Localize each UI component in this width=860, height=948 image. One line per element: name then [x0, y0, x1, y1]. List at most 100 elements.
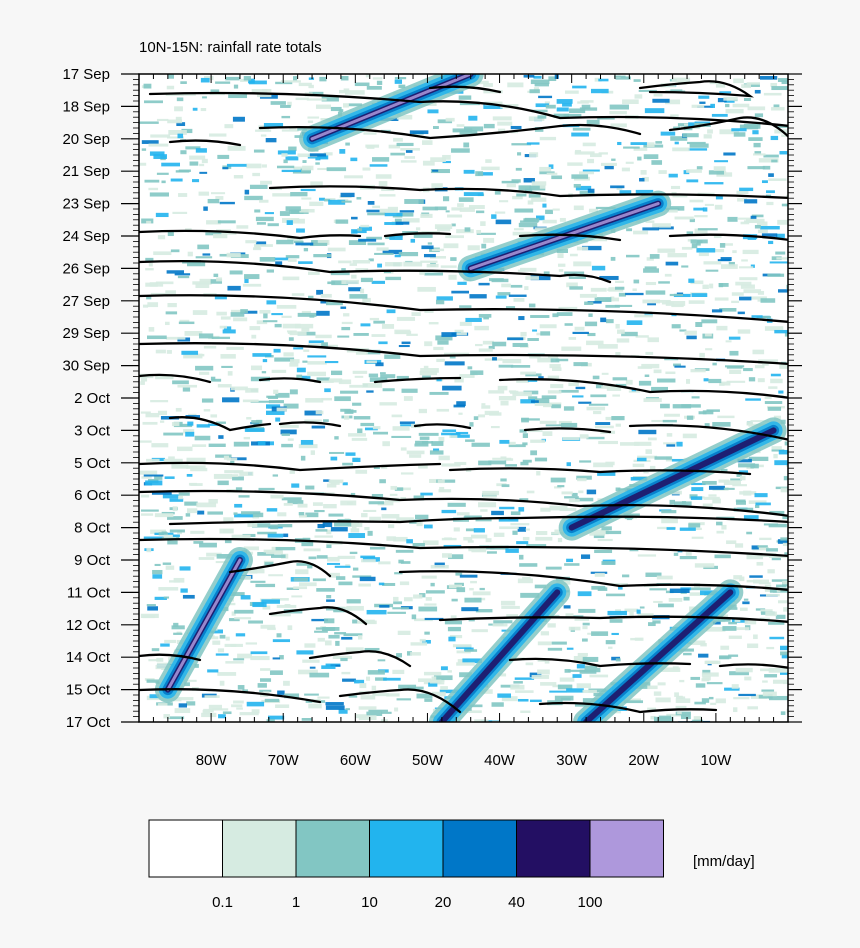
rain-texture-cell — [152, 569, 163, 575]
rain-texture-cell — [271, 554, 286, 558]
rain-texture-cell — [593, 410, 602, 415]
rain-texture-cell — [558, 389, 579, 393]
rain-texture-cell — [340, 500, 357, 506]
rain-texture-cell — [669, 499, 676, 505]
rain-streak-band — [166, 558, 242, 692]
rain-texture-cell — [363, 509, 377, 513]
rain-texture-cell — [492, 341, 507, 347]
rain-texture-cell — [399, 210, 415, 213]
rain-texture-cell — [645, 281, 657, 286]
rain-texture-cell — [334, 522, 352, 527]
rain-texture-cell — [287, 500, 304, 505]
rain-texture-cell — [690, 280, 704, 285]
rain-texture-cell — [360, 695, 376, 700]
rain-texture-cell — [539, 324, 557, 329]
rain-texture-cell — [715, 83, 726, 88]
rain-texture-cell — [771, 86, 788, 91]
rain-texture-cell — [455, 431, 469, 435]
rain-texture-cell — [535, 536, 553, 541]
rain-texture-cell — [187, 508, 198, 514]
rain-texture-cell — [723, 96, 738, 101]
rain-texture-cell — [761, 180, 768, 184]
rain-texture-cell — [478, 502, 497, 508]
rain-texture-cell — [454, 461, 467, 466]
rain-texture-cell — [645, 449, 652, 454]
rain-texture-cell — [566, 647, 574, 650]
rain-texture-cell — [712, 621, 721, 625]
contour-line — [168, 515, 788, 526]
rain-texture-cell — [240, 595, 251, 600]
rain-texture-cell — [564, 323, 573, 326]
rain-texture-cell — [728, 621, 737, 625]
rain-texture-cell — [643, 268, 659, 273]
rain-texture-cell — [269, 670, 283, 675]
rain-texture-cell — [424, 272, 443, 276]
rain-texture-cell — [542, 203, 547, 208]
rain-texture-cell — [346, 605, 364, 611]
rain-texture-cell — [140, 509, 159, 512]
contour-line — [308, 650, 412, 668]
rain-texture-cell — [321, 344, 338, 349]
rain-texture-cell — [706, 626, 726, 632]
rain-texture-cell — [564, 90, 579, 94]
rain-texture-cell — [252, 512, 264, 518]
rain-texture-cell — [340, 408, 351, 412]
rain-texture-cell — [781, 654, 788, 659]
rain-texture-cell — [186, 262, 206, 267]
rain-texture-cell — [228, 618, 240, 622]
rain-texture-cell — [225, 661, 244, 664]
rain-texture-cell — [533, 87, 539, 92]
rain-texture-cell — [464, 649, 478, 652]
rain-texture-cell — [768, 695, 788, 701]
rain-texture-cell — [717, 415, 735, 419]
rain-texture-cell — [568, 499, 580, 503]
rain-texture-cell — [301, 718, 313, 721]
rain-texture-cell — [317, 523, 325, 529]
rain-texture-cell — [660, 131, 676, 136]
rain-texture-cell — [358, 226, 372, 231]
rain-texture-cell — [704, 333, 712, 337]
rain-texture-cell — [167, 119, 183, 124]
rain-texture-cell — [284, 693, 300, 699]
rain-texture-cell — [354, 375, 364, 378]
rain-texture-cell — [326, 483, 337, 488]
rain-texture-cell — [783, 682, 788, 685]
rain-texture-cell — [615, 423, 621, 427]
rain-texture-cell — [566, 282, 578, 288]
rain-texture-cell — [333, 610, 349, 613]
rain-texture-cell — [608, 646, 613, 649]
rain-texture-cell — [536, 531, 548, 536]
colorbar-level-label: 0.1 — [212, 894, 233, 911]
rain-texture-cell — [739, 266, 754, 269]
rain-texture-cell — [684, 330, 697, 335]
rain-texture-cell — [286, 587, 300, 590]
rain-texture-cell — [768, 554, 788, 558]
rain-texture-cell — [622, 574, 630, 578]
rain-texture-cell — [577, 101, 589, 104]
rain-texture-cell — [766, 548, 778, 552]
rain-texture-cell — [573, 362, 588, 367]
rain-texture-cell — [328, 199, 346, 205]
rain-texture-cell — [553, 113, 570, 118]
rain-texture-cell — [674, 141, 679, 145]
rain-texture-cell — [252, 523, 271, 528]
rain-texture-cell — [501, 484, 510, 488]
rain-texture-cell — [471, 442, 490, 447]
rain-texture-cell — [409, 454, 422, 458]
rain-texture-cell — [199, 371, 210, 375]
rain-texture-cell — [536, 332, 543, 336]
rain-texture-cell — [590, 394, 607, 398]
rain-texture-cell — [728, 336, 741, 340]
rain-texture-cell — [710, 702, 717, 705]
rain-texture-cell — [547, 390, 562, 394]
rain-texture-cell — [518, 316, 525, 321]
rain-texture-cell — [309, 153, 327, 157]
rain-texture-cell — [198, 557, 215, 560]
rain-texture-cell — [436, 358, 445, 363]
rain-texture-cell — [307, 343, 327, 346]
rain-texture-cell — [308, 703, 322, 709]
rain-texture-cell — [759, 537, 772, 541]
rain-texture-cell — [694, 563, 715, 568]
rain-texture-cell — [357, 428, 363, 434]
rain-texture-cell — [719, 91, 732, 94]
